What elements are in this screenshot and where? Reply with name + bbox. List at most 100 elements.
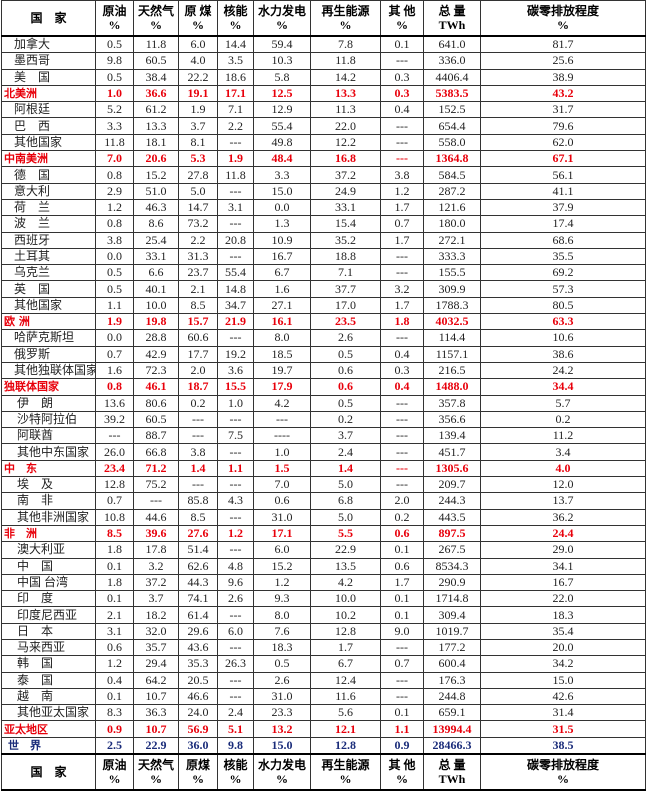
cell-hydro: 19.7	[253, 361, 311, 380]
region-total-row: 中 东 23.4 71.2 1.4 1.1 1.5 1.4 --- 1305.6 4.0	[1, 459, 646, 478]
cell-total: 28466.3	[423, 736, 481, 755]
cell-crude-oil: 26.0	[95, 443, 134, 461]
cell-country: 伊 朗	[1, 394, 96, 412]
cell-coal: 8.5	[178, 508, 218, 526]
cell-nuclear: 7.1	[217, 101, 254, 119]
cell-hydro: 7.0	[253, 476, 311, 494]
header-unit: %	[108, 18, 121, 32]
header-label: 其 他	[388, 758, 416, 773]
column-header-zero-carbon: 碳零排放程度%	[480, 753, 646, 791]
cell-natural-gas: 40.1	[133, 280, 179, 298]
cell-natural-gas: 29.4	[133, 655, 179, 673]
cell-zero-carbon: 68.6	[480, 231, 646, 249]
cell-crude-oil: 3.8	[95, 231, 134, 249]
cell-country: 澳大利亚	[1, 541, 96, 559]
cell-renewables: 10.2	[310, 606, 381, 624]
column-header-other: 其 他%	[380, 0, 424, 37]
table-row: 中国 台湾 1.8 37.2 44.3 9.6 1.2 4.2 1.7 290.9 16.7	[1, 573, 646, 592]
cell-renewables: 18.8	[310, 247, 381, 266]
header-unit: %	[339, 772, 352, 787]
cell-other: 0.4	[380, 345, 424, 363]
cell-hydro: 8.0	[253, 606, 311, 624]
cell-country: 独联体国家	[1, 378, 96, 396]
cell-zero-carbon: 69.2	[480, 264, 646, 282]
column-header-natural-gas: 天然气%	[133, 753, 179, 791]
table-row: 加拿大 0.5 11.8 6.0 14.4 59.4 7.8 0.1 641.0 81.7	[1, 35, 646, 54]
cell-crude-oil: 11.8	[95, 133, 134, 152]
cell-crude-oil: 0.1	[95, 557, 134, 575]
cell-hydro: 16.1	[253, 313, 311, 331]
column-header-total: 总 量 TWh	[423, 0, 481, 37]
cell-total: 356.6	[423, 410, 481, 429]
cell-coal: 17.7	[178, 345, 218, 363]
cell-natural-gas: 3.7	[133, 590, 179, 608]
table-row: 西班牙 3.8 25.4 2.2 20.8 10.9 35.2 1.7 272.1 68.6	[1, 231, 646, 249]
cell-natural-gas: 20.6	[133, 150, 179, 168]
cell-country: 土耳其	[1, 247, 96, 266]
cell-natural-gas: 46.3	[133, 198, 179, 217]
cell-nuclear: 34.7	[217, 296, 254, 315]
cell-hydro: 2.6	[253, 671, 311, 689]
cell-total: 1788.3	[423, 296, 481, 315]
cell-total: 8534.3	[423, 557, 481, 575]
cell-nuclear: ---	[217, 541, 254, 559]
cell-nuclear: 2.2	[217, 117, 254, 135]
cell-total: 558.0	[423, 133, 481, 152]
cell-country: 英 国	[1, 280, 96, 298]
header-unit: %	[229, 772, 242, 787]
cell-crude-oil: 0.6	[95, 638, 134, 657]
cell-nuclear: 1.1	[217, 459, 254, 478]
cell-other: 3.8	[380, 166, 424, 184]
cell-coal: 51.4	[178, 541, 218, 559]
cell-coal: 31.3	[178, 247, 218, 266]
cell-natural-gas: 38.4	[133, 68, 179, 86]
cell-coal: 2.1	[178, 280, 218, 298]
cell-zero-carbon: 41.1	[480, 182, 646, 200]
cell-zero-carbon: 31.4	[480, 704, 646, 722]
cell-crude-oil: 3.1	[95, 622, 134, 640]
cell-hydro: 31.0	[253, 687, 311, 706]
table-row: 英 国 0.5 40.1 2.1 14.8 1.6 37.7 3.2 309.9 57.3	[1, 280, 646, 298]
cell-zero-carbon: 57.3	[480, 280, 646, 298]
table-row: 其他国家 1.1 10.0 8.5 34.7 27.1 17.0 1.7 1788.3 80.5	[1, 296, 646, 315]
cell-nuclear: 4.3	[217, 492, 254, 510]
header-unit: %	[150, 18, 162, 32]
cell-crude-oil: 0.0	[95, 329, 134, 347]
cell-country: 墨西哥	[1, 52, 96, 70]
cell-crude-oil: 0.1	[95, 687, 134, 706]
cell-natural-gas: 18.1	[133, 133, 179, 152]
cell-hydro: 10.9	[253, 231, 311, 249]
cell-renewables: 12.8	[310, 736, 381, 755]
cell-renewables: 11.3	[310, 101, 381, 119]
cell-natural-gas: 72.3	[133, 361, 179, 380]
cell-renewables: 1.7	[310, 638, 381, 657]
cell-coal: 18.7	[178, 378, 218, 396]
cell-renewables: 5.0	[310, 508, 381, 526]
cell-zero-carbon: 24.4	[480, 524, 646, 543]
header-label: 国 家	[30, 11, 67, 25]
cell-country: 加拿大	[1, 35, 96, 54]
cell-natural-gas: 35.7	[133, 638, 179, 657]
world-total-row: 世 界 2.5 22.9 36.0 9.8 15.0 12.8 0.9 28466.3 38.5	[1, 736, 646, 755]
cell-other: 1.7	[380, 573, 424, 592]
cell-hydro: 31.0	[253, 508, 311, 526]
cell-total: 114.4	[423, 329, 481, 347]
cell-coal: 4.0	[178, 52, 218, 70]
cell-hydro: 1.2	[253, 573, 311, 592]
region-total-row: 非 洲 8.5 39.6 27.6 1.2 17.1 5.5 0.6 897.5 24.4	[1, 524, 646, 543]
table-row: 伊 朗 13.6 80.6 0.2 1.0 4.2 0.5 --- 357.8 5.7	[1, 394, 646, 412]
cell-total: 244.8	[423, 687, 481, 706]
table-row: 美 国 0.5 38.4 22.2 18.6 5.8 14.2 0.3 4406.4 38.9	[1, 68, 646, 86]
cell-nuclear: 11.8	[217, 166, 254, 184]
cell-total: 244.3	[423, 492, 481, 510]
cell-total: 1714.8	[423, 590, 481, 608]
cell-other: 1.7	[380, 296, 424, 315]
cell-crude-oil: 10.8	[95, 508, 134, 526]
cell-coal: 44.3	[178, 573, 218, 592]
cell-coal: 1.4	[178, 459, 218, 478]
cell-zero-carbon: 29.0	[480, 541, 646, 559]
cell-zero-carbon: 0.2	[480, 410, 646, 429]
cell-renewables: 22.9	[310, 541, 381, 559]
cell-renewables: 10.0	[310, 590, 381, 608]
cell-nuclear: ---	[217, 687, 254, 706]
